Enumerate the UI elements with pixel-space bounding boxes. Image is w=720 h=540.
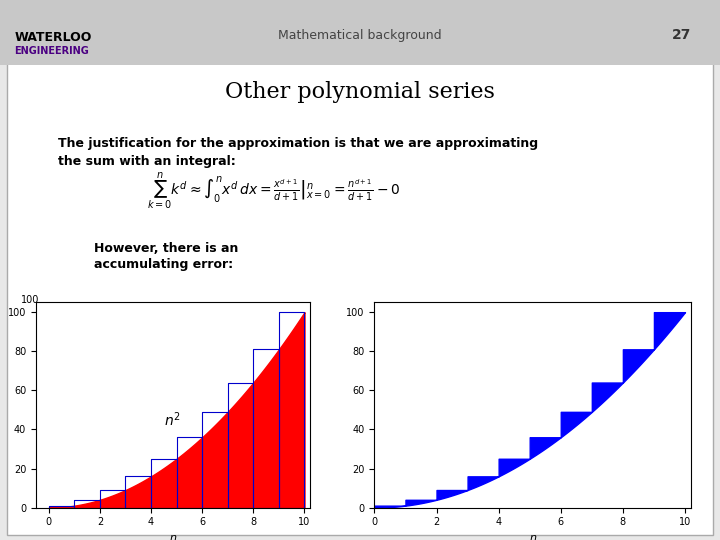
Text: the sum with an integral:: the sum with an integral: xyxy=(58,156,235,168)
Text: Mathematical background: Mathematical background xyxy=(278,29,442,42)
Text: accumulating error:: accumulating error: xyxy=(94,258,233,271)
X-axis label: n: n xyxy=(529,533,536,540)
FancyBboxPatch shape xyxy=(7,5,713,535)
Text: $\sum_{k=0}^{n} k^d \approx \int_0^n x^d\,dx = \left.\frac{x^{d+1}}{d+1}\right|_: $\sum_{k=0}^{n} k^d \approx \int_0^n x^d… xyxy=(147,171,400,212)
Text: 27: 27 xyxy=(672,28,691,42)
Text: However, there is an: However, there is an xyxy=(94,242,238,255)
Text: WATERLOO: WATERLOO xyxy=(14,31,91,44)
Text: The justification for the approximation is that we are approximating: The justification for the approximation … xyxy=(58,137,538,150)
Text: $n^2$: $n^2$ xyxy=(164,410,181,429)
Text: Other polynomial series: Other polynomial series xyxy=(225,81,495,103)
FancyBboxPatch shape xyxy=(0,0,720,65)
Text: ENGINEERING: ENGINEERING xyxy=(14,46,89,56)
Text: 100: 100 xyxy=(21,295,40,305)
X-axis label: n: n xyxy=(169,533,176,540)
